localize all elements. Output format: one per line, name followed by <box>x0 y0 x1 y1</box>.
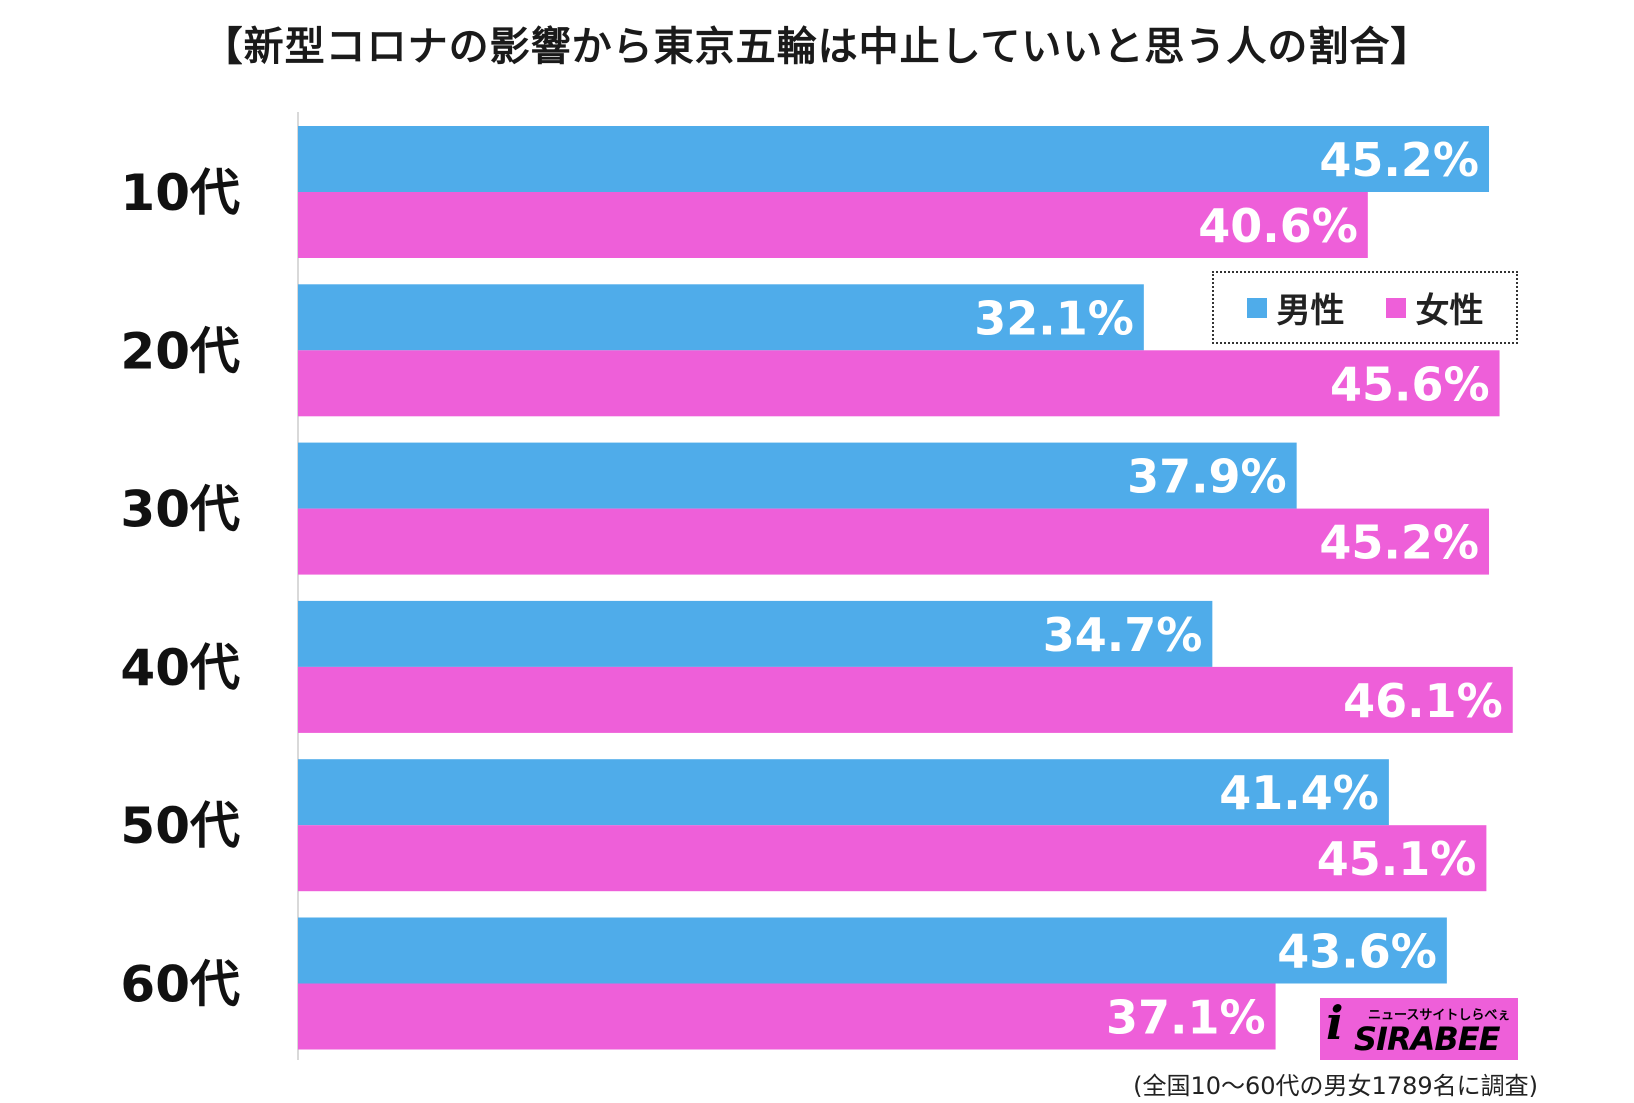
legend-swatch-female <box>1385 297 1406 318</box>
value-label-female-30s: 45.2% <box>1319 516 1479 570</box>
value-label-female-10s: 40.6% <box>1198 199 1358 253</box>
source-note: (全国10〜60代の男女1789名に調査) <box>1133 1072 1538 1100</box>
value-label-male-40s: 34.7% <box>1043 608 1203 662</box>
category-label-50s: 50代 <box>120 797 240 855</box>
bar-male-20s <box>298 284 1144 351</box>
logo-i-mark: i <box>1326 996 1344 1050</box>
logo-name: SIRABEE <box>1354 1020 1500 1058</box>
value-label-female-50s: 45.1% <box>1317 832 1477 886</box>
value-label-male-60s: 43.6% <box>1277 925 1437 979</box>
value-label-male-30s: 37.9% <box>1127 450 1287 504</box>
bar-female-10s <box>298 192 1368 258</box>
value-label-male-20s: 32.1% <box>974 291 1134 345</box>
bar-male-60s <box>298 917 1447 984</box>
bar-female-60s <box>298 983 1276 1050</box>
chart-title: 【新型コロナの影響から東京五輪は中止していいと思う人の割合】 <box>202 24 1432 70</box>
chart-legend: 男性 女性 <box>1212 271 1518 344</box>
bar-female-40s <box>298 666 1513 733</box>
value-label-female-60s: 37.1% <box>1106 991 1266 1045</box>
value-label-female-20s: 45.6% <box>1330 357 1490 411</box>
sirabee-logo: i ニュースサイトしらべぇ SIRABEE <box>1320 998 1518 1060</box>
bar-female-30s <box>298 508 1490 575</box>
value-label-female-40s: 46.1% <box>1343 674 1503 728</box>
legend-item-male: 男性 <box>1246 283 1345 332</box>
category-label-60s: 60代 <box>120 956 240 1014</box>
bar-female-20s <box>298 350 1500 417</box>
legend-label-female: 女性 <box>1415 291 1484 331</box>
bar-male-40s <box>298 600 1213 667</box>
legend-swatch-male <box>1246 297 1267 318</box>
logo-tagline: ニュースサイトしらべぇ <box>1368 1008 1511 1023</box>
legend-label-male: 男性 <box>1276 291 1345 331</box>
bar-male-50s <box>298 759 1389 826</box>
bar-male-30s <box>298 442 1297 509</box>
category-label-10s: 10代 <box>120 164 240 222</box>
value-label-male-50s: 41.4% <box>1219 766 1379 820</box>
bar-male-10s <box>298 126 1490 192</box>
category-label-30s: 30代 <box>120 481 240 539</box>
value-label-male-10s: 45.2% <box>1319 133 1479 187</box>
bars-layer <box>298 126 1513 1050</box>
bar-female-50s <box>298 825 1487 892</box>
labels-layer: 10代 45.2% 40.6% 20代 32.1% 45.6% 30代 37.9% 45.2% 4… <box>120 133 1502 1045</box>
category-label-20s: 20代 <box>120 322 240 380</box>
category-label-40s: 40代 <box>120 639 240 697</box>
legend-item-female: 女性 <box>1385 283 1484 332</box>
